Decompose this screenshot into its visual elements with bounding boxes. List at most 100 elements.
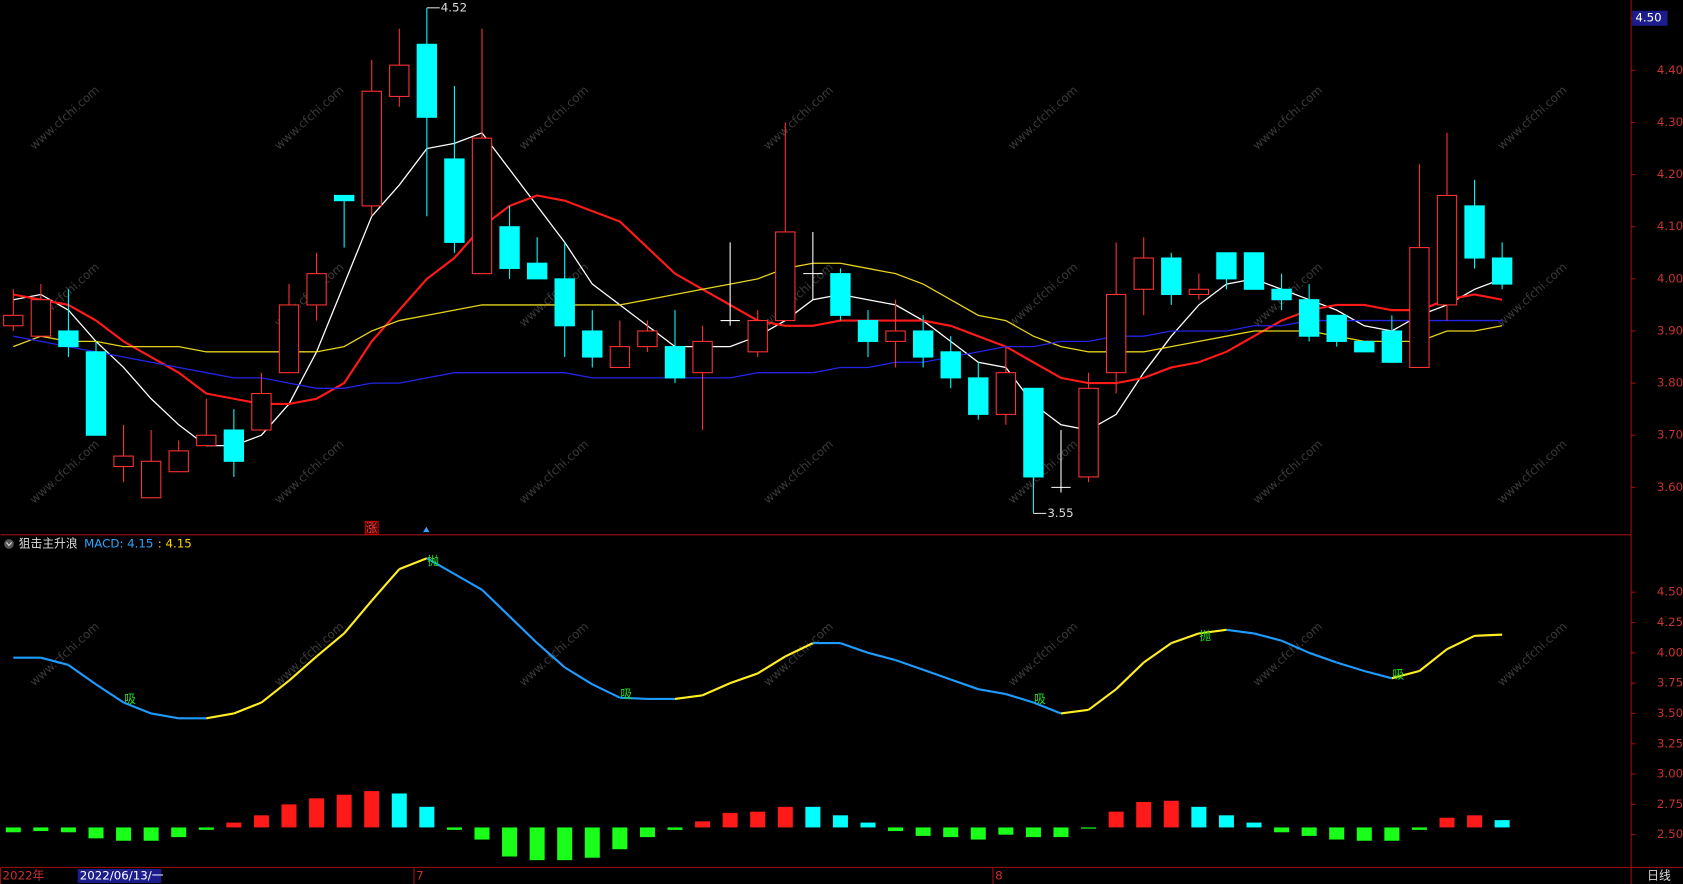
y-tick-label: 4.30 xyxy=(1657,115,1683,129)
indicator-line xyxy=(508,615,538,644)
candle-body xyxy=(1161,257,1182,296)
histogram-bar xyxy=(198,827,214,830)
histogram-bar xyxy=(1494,820,1510,828)
candle-body xyxy=(306,273,327,306)
indicator-line xyxy=(1143,642,1172,664)
candle-body xyxy=(526,262,548,280)
histogram-bar xyxy=(33,827,49,832)
candle-body xyxy=(1105,293,1127,374)
indicator-line xyxy=(1198,628,1227,635)
histogram-bar xyxy=(336,794,352,828)
histogram-bar xyxy=(860,822,876,828)
y-tick-label: 3.50 xyxy=(1657,706,1683,720)
candle-body xyxy=(747,320,768,353)
marker-arrow xyxy=(423,526,430,533)
histogram-bar xyxy=(832,815,848,828)
histogram-bar xyxy=(915,827,931,836)
candle-body xyxy=(223,429,245,462)
candle-body xyxy=(1491,257,1513,285)
histogram-bar xyxy=(226,822,242,828)
indicator-line xyxy=(370,568,401,602)
y-tick-label: 4.00 xyxy=(1657,271,1683,285)
indicator-name: 狙击主升浪 xyxy=(19,536,78,550)
candle-body xyxy=(113,455,134,468)
y-tick-label: 3.00 xyxy=(1657,767,1683,781)
indicator-line xyxy=(315,632,345,658)
histogram-bar xyxy=(1439,817,1455,828)
histogram-bar xyxy=(1411,827,1427,830)
indicator-line xyxy=(426,557,455,575)
indicator-line xyxy=(343,599,373,635)
indicator-line xyxy=(123,701,152,715)
candle-body xyxy=(637,330,658,348)
histogram-bar xyxy=(171,827,187,838)
histogram-bar xyxy=(1191,806,1207,828)
candle-body xyxy=(196,434,217,447)
indicator-line xyxy=(757,655,786,675)
indicator-line xyxy=(1364,669,1393,680)
histogram-bar xyxy=(943,827,959,838)
candle-body xyxy=(912,330,934,358)
candle-body xyxy=(471,137,493,275)
candle-body xyxy=(1023,387,1044,478)
indicator-line xyxy=(398,557,428,571)
candle-body xyxy=(995,372,1017,415)
toggle-icon xyxy=(5,541,13,547)
histogram-bar xyxy=(529,827,545,861)
extreme-label: 4.52 xyxy=(441,0,467,14)
indicator-line xyxy=(1474,633,1503,637)
period-label[interactable]: 日线 xyxy=(1647,868,1671,882)
histogram-bar xyxy=(998,827,1014,835)
histogram-bar xyxy=(253,815,269,828)
histogram-bar xyxy=(970,827,986,840)
histogram-bar xyxy=(1163,800,1179,828)
candle-body xyxy=(389,64,410,97)
y-tick-label: 4.50 xyxy=(1657,585,1683,599)
indicator-line xyxy=(729,672,759,685)
indicator-line xyxy=(1033,701,1062,715)
extreme-label: 3.55 xyxy=(1047,506,1073,520)
candle-body xyxy=(1409,247,1430,369)
candle-body xyxy=(1381,330,1403,363)
signal: 涨 xyxy=(366,521,378,535)
candle-body xyxy=(1354,340,1375,353)
indicator-line xyxy=(150,712,179,720)
candle-body xyxy=(775,231,796,322)
indicator-line xyxy=(206,712,235,720)
indicator-line xyxy=(40,656,69,666)
indicator-line xyxy=(1391,669,1420,680)
histogram-bar xyxy=(584,827,600,858)
candle-body xyxy=(58,330,79,348)
cursor-date: 2022/06/13/一 xyxy=(80,868,164,882)
y-tick-label: 4.40 xyxy=(1657,63,1683,77)
histogram-bar xyxy=(143,827,159,841)
histogram-bar xyxy=(116,827,132,841)
y-tick-label: 4.10 xyxy=(1657,219,1683,233)
histogram-bar xyxy=(1108,811,1124,828)
histogram-bar xyxy=(391,793,407,828)
indicator-toggle[interactable] xyxy=(4,539,14,549)
indicator-line xyxy=(288,655,318,682)
histogram-bar xyxy=(805,806,821,828)
histogram-bar xyxy=(364,791,380,828)
period-box[interactable] xyxy=(1632,868,1683,884)
indicator-line xyxy=(453,573,483,591)
cursor-date-box xyxy=(77,868,162,883)
indicator-line xyxy=(67,664,97,686)
signal-box xyxy=(364,520,379,535)
indicator-line xyxy=(260,679,290,704)
indicator-line xyxy=(1226,628,1255,635)
signal: 吸 xyxy=(620,687,632,701)
y-tick-label: 3.60 xyxy=(1657,480,1683,494)
histogram-bar xyxy=(1274,827,1290,833)
candle-body xyxy=(1216,252,1237,280)
candle-body xyxy=(1271,288,1292,301)
indicator-line xyxy=(564,666,593,686)
indicator-line xyxy=(1308,651,1338,664)
legend-item: : 4.15 xyxy=(158,536,192,550)
indicator-line xyxy=(674,694,703,700)
histogram-bar xyxy=(309,798,325,828)
candle-body xyxy=(444,158,465,243)
